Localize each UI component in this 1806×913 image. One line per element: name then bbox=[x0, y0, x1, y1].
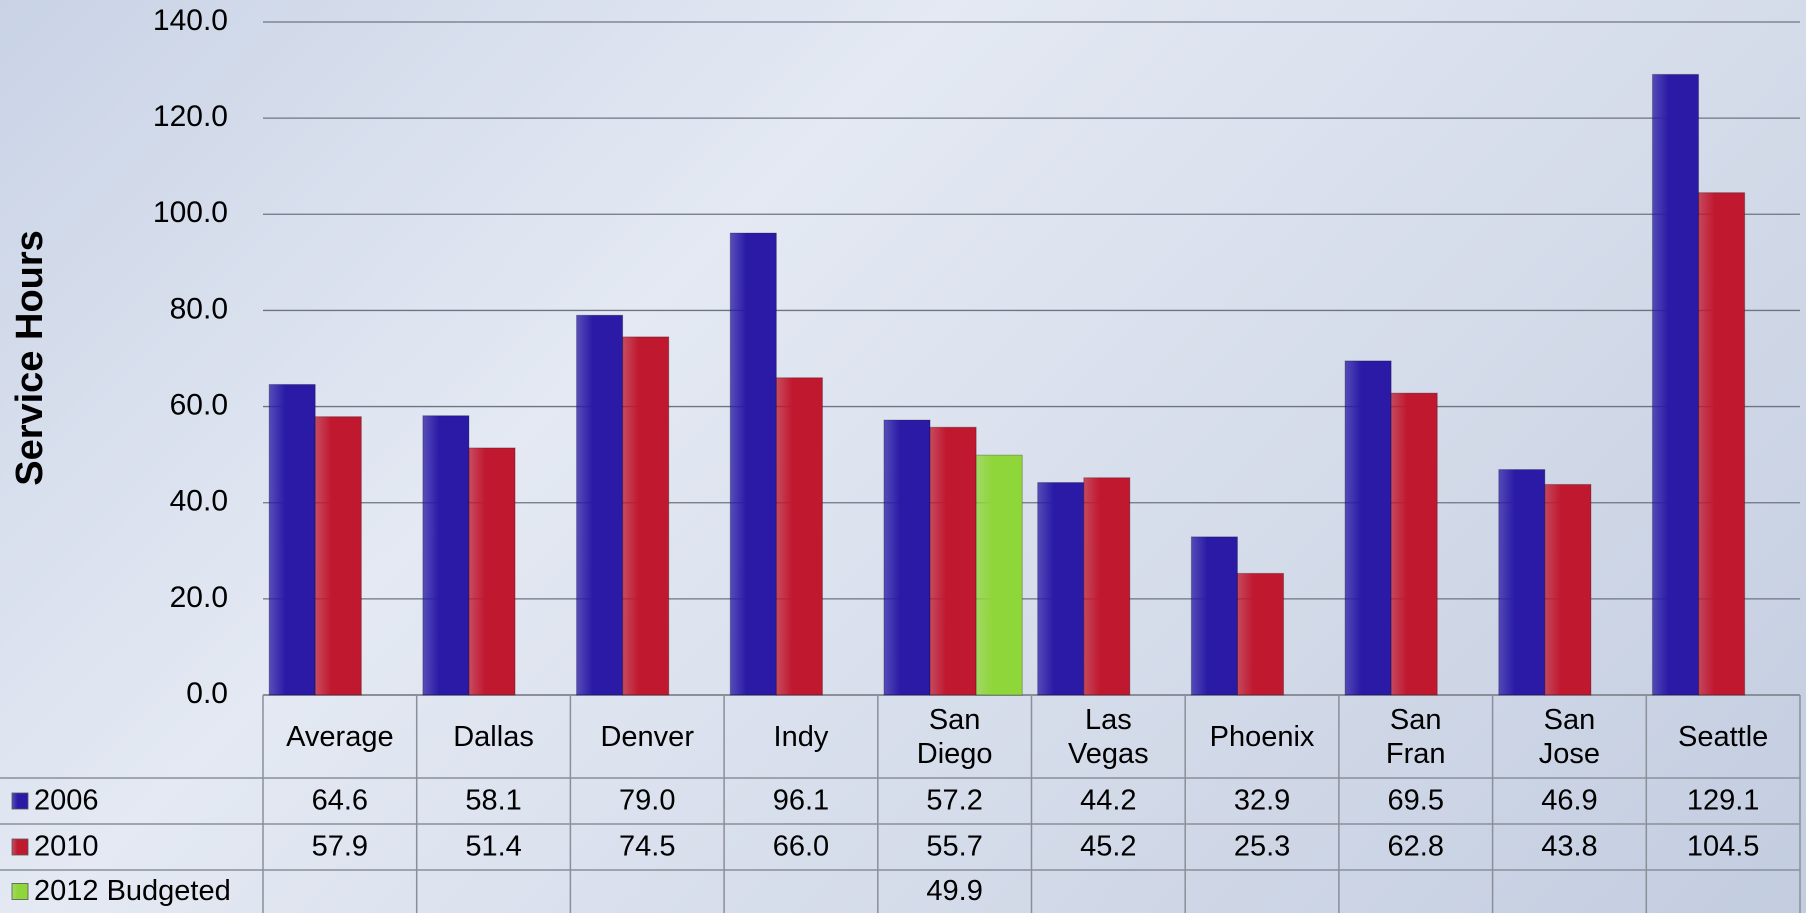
y-axis-title: Service Hours bbox=[9, 230, 51, 486]
y-tick-label: 60.0 bbox=[170, 388, 228, 421]
y-tick-label: 20.0 bbox=[170, 581, 228, 614]
data-table-value: 69.5 bbox=[1388, 785, 1444, 817]
bar bbox=[1390, 392, 1438, 696]
y-tick-label: 0.0 bbox=[186, 677, 228, 710]
legend-key bbox=[11, 838, 29, 856]
bar bbox=[1037, 482, 1085, 696]
bar bbox=[1190, 536, 1238, 696]
x-tick-label: Denver bbox=[600, 720, 694, 753]
bar bbox=[1344, 360, 1392, 696]
y-tick-label: 120.0 bbox=[153, 100, 228, 133]
legend-label: 2010 bbox=[34, 831, 99, 863]
data-table-value: 64.6 bbox=[312, 785, 368, 817]
bar bbox=[1698, 192, 1746, 696]
data-table-value: 45.2 bbox=[1080, 831, 1136, 863]
bar bbox=[1544, 483, 1592, 696]
x-tick-label: Indy bbox=[773, 720, 829, 753]
x-tick-label: San Fran bbox=[1385, 703, 1446, 770]
bar bbox=[1236, 572, 1285, 696]
data-table-value: 44.2 bbox=[1080, 785, 1136, 817]
data-table-value: 32.9 bbox=[1234, 785, 1290, 817]
data-table-value: 79.0 bbox=[619, 785, 675, 817]
data-table-value: 49.9 bbox=[926, 875, 982, 907]
x-tick-label: San Jose bbox=[1538, 703, 1601, 770]
x-tick-label: Seattle bbox=[1677, 720, 1769, 753]
data-table-value: 66.0 bbox=[773, 831, 829, 863]
legend-key bbox=[11, 883, 29, 900]
y-tick-label: 140.0 bbox=[153, 4, 228, 37]
legend-label: 2012 Budgeted bbox=[34, 875, 231, 907]
data-table-value: 43.8 bbox=[1541, 831, 1597, 863]
data-table-value: 74.5 bbox=[619, 831, 675, 863]
legend-label: 2006 bbox=[34, 785, 99, 817]
y-tick-label: 100.0 bbox=[153, 196, 228, 229]
data-table-value: 25.3 bbox=[1234, 831, 1290, 863]
bar bbox=[1651, 73, 1700, 696]
x-tick-label: Phoenix bbox=[1209, 720, 1315, 753]
y-tick-label: 80.0 bbox=[170, 292, 228, 325]
bar bbox=[268, 383, 316, 696]
x-tick-label: Dallas bbox=[453, 720, 534, 753]
y-tick-label: 40.0 bbox=[170, 485, 228, 518]
data-table-value: 55.7 bbox=[926, 831, 982, 863]
x-tick-label: Las Vegas bbox=[1068, 703, 1149, 770]
data-table-value: 51.4 bbox=[465, 831, 521, 863]
data-table-value: 58.1 bbox=[465, 785, 521, 817]
bar bbox=[314, 416, 362, 696]
bar bbox=[622, 336, 670, 696]
data-table-value: 57.2 bbox=[926, 785, 982, 817]
bar bbox=[468, 447, 516, 696]
data-table-value: 57.9 bbox=[312, 831, 368, 863]
bar bbox=[1083, 477, 1131, 696]
data-table-value: 129.1 bbox=[1687, 785, 1760, 817]
bar bbox=[1498, 469, 1546, 696]
bar bbox=[729, 232, 777, 696]
data-table-value: 46.9 bbox=[1541, 785, 1597, 817]
bar bbox=[576, 314, 624, 696]
data-table-value: 96.1 bbox=[773, 785, 829, 817]
bar bbox=[422, 415, 470, 696]
data-table-value: 104.5 bbox=[1687, 831, 1760, 863]
x-tick-label: Average bbox=[286, 720, 394, 753]
x-tick-label: San Diego bbox=[916, 703, 993, 770]
bar bbox=[929, 426, 977, 696]
bar bbox=[775, 377, 823, 696]
legend-key bbox=[11, 792, 29, 810]
bar bbox=[883, 419, 931, 696]
data-table-value: 62.8 bbox=[1388, 831, 1444, 863]
bar bbox=[975, 454, 1023, 696]
